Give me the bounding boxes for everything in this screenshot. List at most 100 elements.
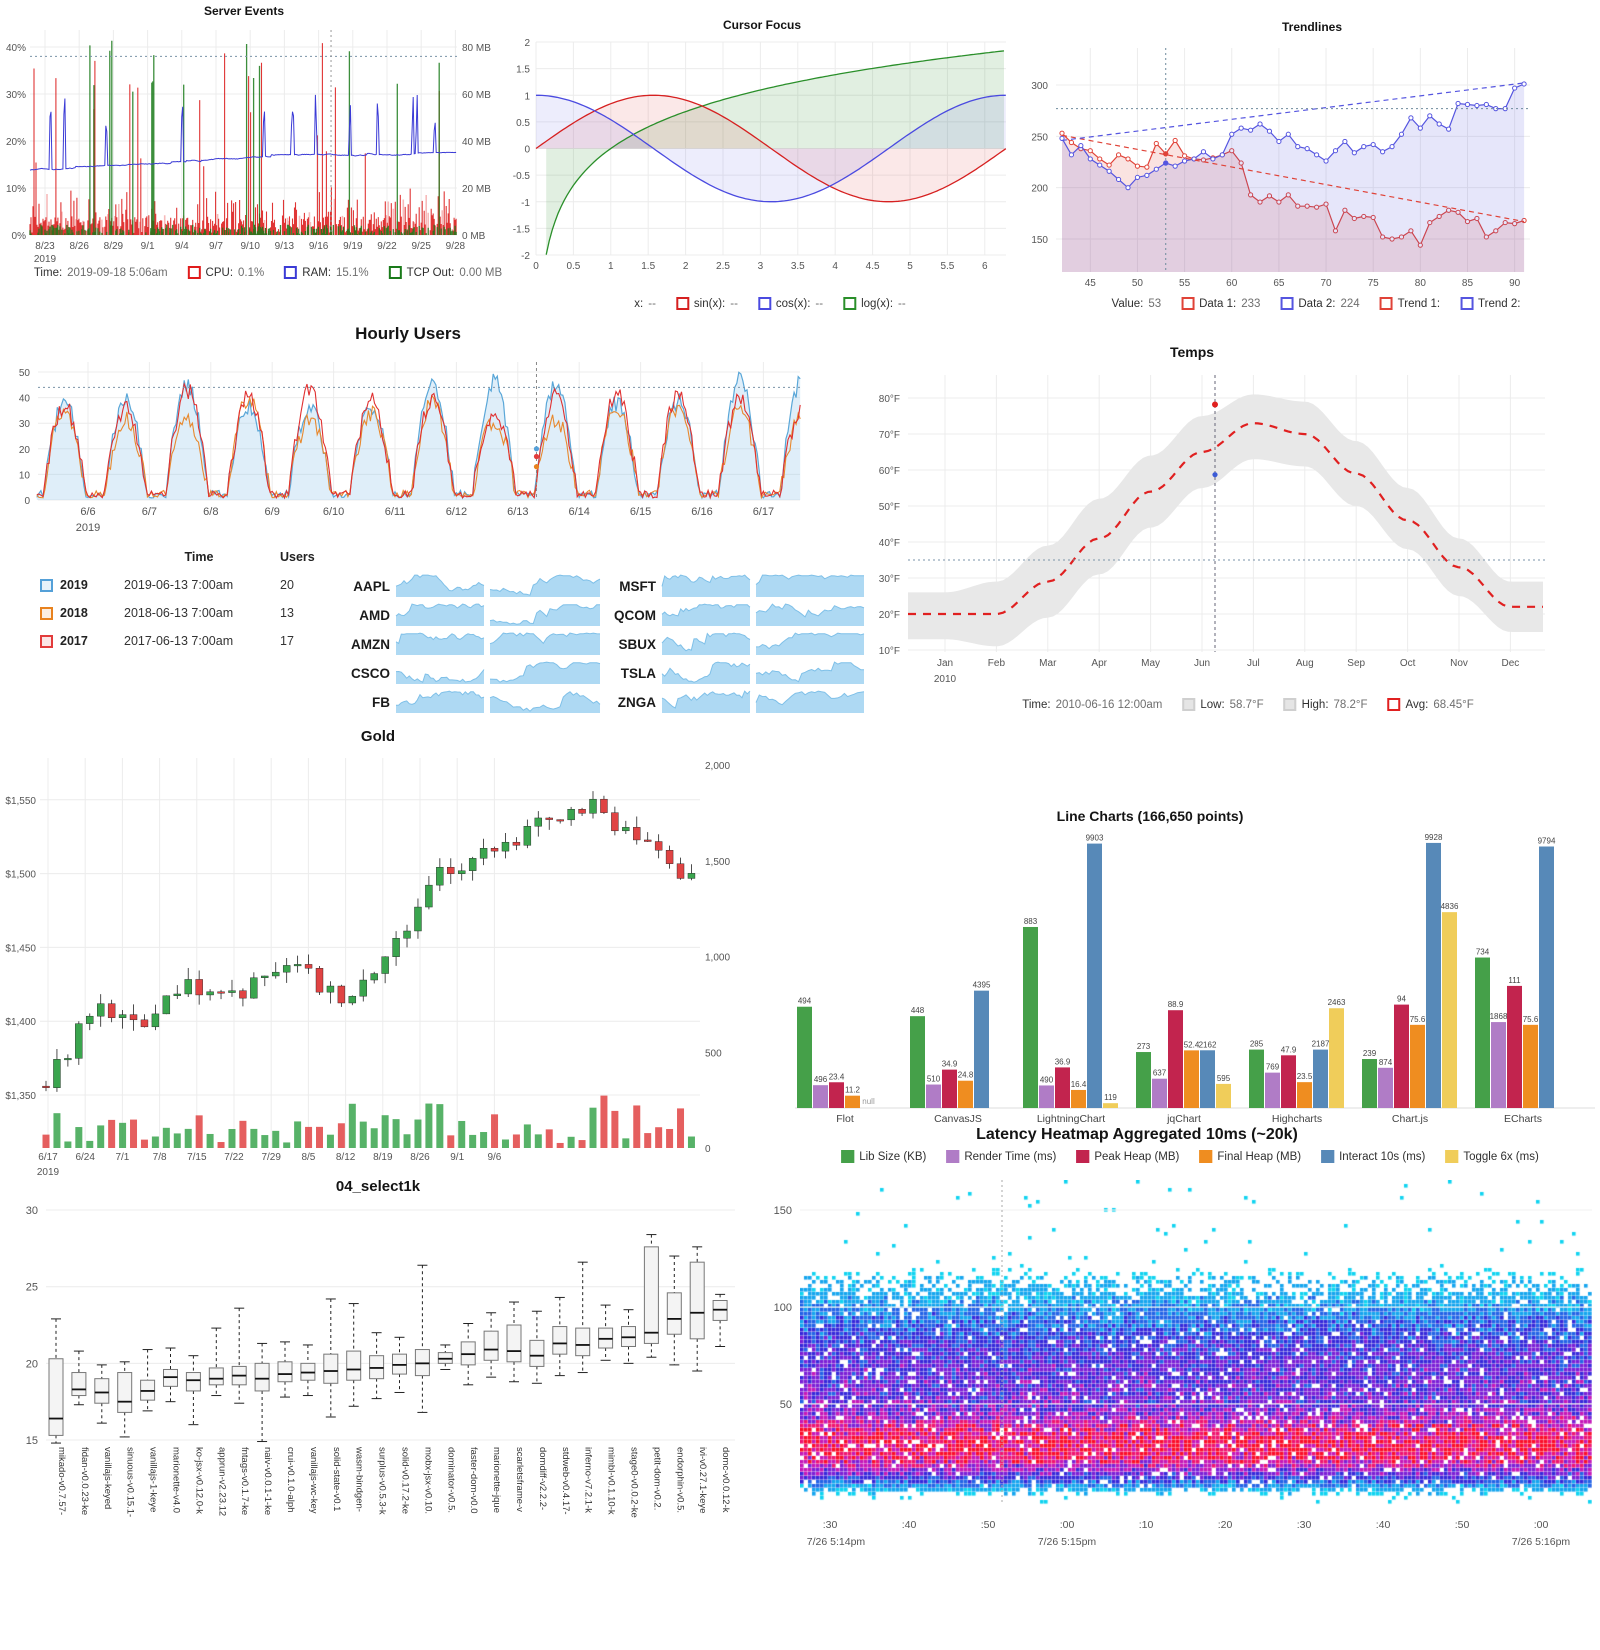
latency-heatmap-canvas[interactable] <box>800 1180 1592 1505</box>
bar-Render Time (ms)[interactable] <box>926 1084 941 1108</box>
sparkline-fill <box>662 604 750 626</box>
box[interactable] <box>689 1261 705 1340</box>
cursor-focus-legend-item[interactable]: x: -- <box>634 298 656 310</box>
cursor-focus-legend-item[interactable]: sin(x): -- <box>675 297 738 310</box>
bar-Final Heap (MB)[interactable] <box>1523 1024 1538 1108</box>
bar-Lib Size (KB)[interactable] <box>1249 1049 1264 1108</box>
table-row-year[interactable]: 2019 <box>40 578 118 592</box>
bar-Peak Heap (MB)[interactable] <box>1055 1067 1070 1108</box>
cursor-focus-legend-value: -- <box>648 297 656 310</box>
bar-Interact 10s (ms)[interactable] <box>974 990 989 1108</box>
line-charts-legend-item[interactable]: Final Heap (MB) <box>1199 1150 1301 1163</box>
line-charts-legend-item[interactable]: Lib Size (KB) <box>841 1150 926 1163</box>
bar-Toggle 6x (ms)[interactable] <box>1442 912 1457 1108</box>
box[interactable] <box>117 1372 133 1413</box>
table-cell-users: 20 <box>280 578 294 592</box>
box[interactable] <box>185 1372 201 1392</box>
bar-Toggle 6x (ms)[interactable] <box>1216 1083 1231 1108</box>
bar-Interact 10s (ms)[interactable] <box>1087 843 1102 1108</box>
server-events-legend[interactable]: Time: 2019-09-18 5:06am CPU: 0.1% RAM: 15.1% T… <box>34 266 502 279</box>
trendlines-legend-item[interactable]: Trend 1: <box>1379 297 1440 310</box>
bar-Peak Heap (MB)[interactable] <box>829 1082 844 1108</box>
temps-legend-item[interactable]: High: 78.2°F <box>1283 698 1368 711</box>
bar-Toggle 6x (ms)[interactable] <box>1329 1008 1344 1108</box>
bar-Toggle 6x (ms)[interactable] <box>1103 1103 1118 1108</box>
box[interactable] <box>483 1330 499 1361</box>
bar-Peak Heap (MB)[interactable] <box>942 1069 957 1108</box>
table-row-year[interactable]: 2017 <box>40 634 118 648</box>
box[interactable] <box>323 1353 339 1384</box>
trendlines-legend-item[interactable]: Data 1: 233 <box>1181 297 1260 310</box>
temps-legend-item[interactable]: Avg: 68.45°F <box>1387 698 1474 711</box>
box[interactable] <box>208 1367 224 1386</box>
bar-Render Time (ms)[interactable] <box>1491 1022 1506 1108</box>
trendlines-legend-item[interactable]: Trend 2: <box>1460 297 1520 310</box>
box[interactable] <box>575 1327 591 1357</box>
data2-point <box>1257 121 1263 127</box>
bar-Lib Size (KB)[interactable] <box>1362 1059 1377 1108</box>
bar-Peak Heap (MB)[interactable] <box>1281 1055 1296 1108</box>
temps-legend[interactable]: Time: 2010-06-16 12:00am Low: 58.7°F High: 78… <box>1022 698 1474 711</box>
box[interactable] <box>506 1324 522 1363</box>
cursor-focus-legend-item[interactable]: cos(x): -- <box>757 297 823 310</box>
cursor-focus-legend[interactable]: x: -- sin(x): -- cos(x): -- log(x): -- <box>634 297 906 310</box>
boxplot-x-label: inferno-v7.2.1-k <box>583 1447 594 1513</box>
bar-Peak Heap (MB)[interactable] <box>1507 985 1522 1108</box>
bar-Interact 10s (ms)[interactable] <box>1539 846 1554 1108</box>
bar-Peak Heap (MB)[interactable] <box>1394 1004 1409 1108</box>
hourly-users-legend-table[interactable]: Time Users 2019 2019-06-13 7:00am 20 2018 2018… <box>40 550 340 648</box>
temps-legend-item[interactable]: Low: 58.7°F <box>1182 698 1264 711</box>
trendlines-legend-item[interactable]: Value: 53 <box>1112 298 1162 310</box>
bar-Render Time (ms)[interactable] <box>1265 1072 1280 1108</box>
bar-Final Heap (MB)[interactable] <box>958 1080 973 1108</box>
line-charts-legend-item[interactable]: Render Time (ms) <box>946 1150 1056 1163</box>
box[interactable] <box>552 1326 568 1355</box>
line-charts-legend-item[interactable]: Peak Heap (MB) <box>1076 1150 1179 1163</box>
bar-Peak Heap (MB)[interactable] <box>1168 1010 1183 1108</box>
server-events-legend-item[interactable]: Time: 2019-09-18 5:06am <box>34 267 168 279</box>
box[interactable] <box>71 1372 87 1397</box>
box[interactable] <box>529 1339 545 1367</box>
trendlines-legend[interactable]: Value: 53 Data 1: 233 Data 2: 224 Trend 1: Tren… <box>1112 297 1520 310</box>
temps-legend-item[interactable]: Time: 2010-06-16 12:00am <box>1022 699 1162 711</box>
trendlines-legend-item[interactable]: Data 2: 224 <box>1280 297 1360 310</box>
line-charts-legend[interactable]: Lib Size (KB) Render Time (ms) Peak Heap (… <box>841 1150 1539 1163</box>
box[interactable] <box>48 1358 64 1436</box>
trend1-line <box>1061 134 1525 223</box>
bar-Interact 10s (ms)[interactable] <box>1426 842 1441 1108</box>
bar-Lib Size (KB)[interactable] <box>1136 1052 1151 1108</box>
bar-Lib Size (KB)[interactable] <box>1475 957 1490 1108</box>
volume-bar <box>644 1133 652 1148</box>
box[interactable] <box>666 1292 682 1335</box>
server-events-legend-item[interactable]: CPU: 0.1% <box>187 266 264 279</box>
bar-Lib Size (KB)[interactable] <box>1023 926 1038 1108</box>
bar-Final Heap (MB)[interactable] <box>845 1095 860 1108</box>
box[interactable] <box>277 1361 293 1383</box>
cursor-focus-legend-item[interactable]: log(x): -- <box>843 297 906 310</box>
volume-bar <box>633 1105 641 1148</box>
box[interactable] <box>643 1246 659 1344</box>
box[interactable] <box>346 1350 362 1381</box>
line-charts-legend-item[interactable]: Toggle 6x (ms) <box>1445 1150 1539 1163</box>
table-row-year[interactable]: 2018 <box>40 606 118 620</box>
bar-Render Time (ms)[interactable] <box>813 1085 828 1108</box>
bar-Render Time (ms)[interactable] <box>1152 1078 1167 1108</box>
tick-label: May <box>1141 658 1160 669</box>
data2-point <box>1153 166 1159 172</box>
server-events-legend-item[interactable]: TCP Out: 0.00 MB <box>388 266 502 279</box>
bar-Lib Size (KB)[interactable] <box>910 1016 925 1108</box>
bar-Lib Size (KB)[interactable] <box>797 1006 812 1108</box>
bar-Render Time (ms)[interactable] <box>1039 1085 1054 1108</box>
line-charts-legend-item[interactable]: Interact 10s (ms) <box>1321 1150 1425 1163</box>
bar-Final Heap (MB)[interactable] <box>1184 1050 1199 1108</box>
bar-Final Heap (MB)[interactable] <box>1071 1089 1086 1108</box>
tick-label: Nov <box>1450 658 1468 669</box>
bar-Interact 10s (ms)[interactable] <box>1200 1050 1215 1108</box>
server-events-legend-item[interactable]: RAM: 15.1% <box>284 266 369 279</box>
box[interactable] <box>94 1378 110 1404</box>
bar-Interact 10s (ms)[interactable] <box>1313 1049 1328 1108</box>
bar-Render Time (ms)[interactable] <box>1378 1067 1393 1108</box>
bar-Final Heap (MB)[interactable] <box>1297 1082 1312 1108</box>
box[interactable] <box>254 1362 270 1392</box>
bar-Final Heap (MB)[interactable] <box>1410 1024 1425 1108</box>
